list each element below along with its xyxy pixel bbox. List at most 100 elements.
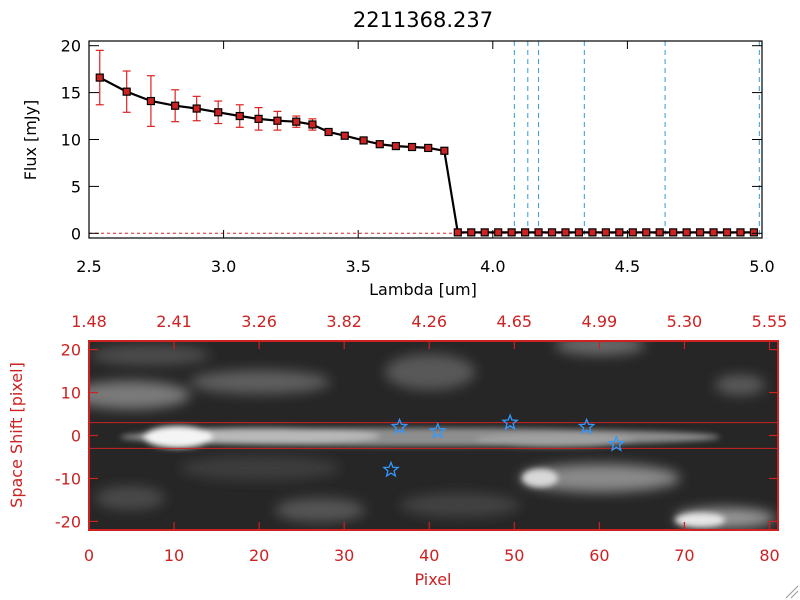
x-tick-label: 60 xyxy=(589,546,609,565)
flux-point xyxy=(391,141,400,151)
x-tick-label: 20 xyxy=(249,546,269,565)
top-xlabel: Lambda [um] xyxy=(369,280,477,299)
top-ylabel: Flux [mJy] xyxy=(21,100,40,181)
flux-point xyxy=(235,111,244,121)
y-tick-label: 20 xyxy=(61,341,81,360)
y-tick-label: 10 xyxy=(61,384,81,403)
x-tick-label: 3.5 xyxy=(345,257,370,276)
star-marker xyxy=(577,417,596,435)
star-marker xyxy=(501,413,519,431)
x-tick-label: 50 xyxy=(504,546,524,565)
y-tick-label: -10 xyxy=(55,469,81,488)
flux-point xyxy=(628,228,637,237)
flux-point xyxy=(359,136,368,145)
x-tick-label: 3.0 xyxy=(211,257,236,276)
star-marker xyxy=(607,434,626,452)
top-x-tick-label: 4.26 xyxy=(411,312,447,331)
star-marker xyxy=(382,460,400,478)
resize-grip[interactable] xyxy=(785,585,799,599)
x-tick-label: 80 xyxy=(759,546,779,565)
flux-point xyxy=(340,131,349,140)
top-plot-frame xyxy=(88,40,763,239)
flux-point xyxy=(642,228,651,237)
flux-point xyxy=(574,228,584,237)
flux-point xyxy=(440,146,449,155)
bottom-axis-ticks: 0 1.48 10 2.41 20 3.26 30 3.82 40 4.26 50 4.65 60 4.9… xyxy=(55,312,787,565)
y-tick-label: 5 xyxy=(71,177,81,196)
y-tick-label: 20 xyxy=(61,37,81,56)
flux-point xyxy=(467,228,476,237)
flux-point xyxy=(655,228,664,237)
spectrum-image xyxy=(89,341,778,530)
top-x-tick-label: 1.48 xyxy=(71,312,107,331)
y-tick-label: 0 xyxy=(71,427,81,446)
top-reference-lines xyxy=(89,41,762,238)
flux-point xyxy=(695,228,705,237)
top-axis-ticks: 2.5 3.0 3.5 4.0 4.5 5.0 0 5 10 15 20 xyxy=(61,37,775,276)
flux-point xyxy=(736,228,745,237)
x-tick-label: 0 xyxy=(84,546,94,565)
flux-point xyxy=(192,104,201,113)
flux-point xyxy=(214,108,223,117)
flux-point xyxy=(547,228,557,237)
flux-point xyxy=(308,120,317,129)
flux-point xyxy=(95,73,104,82)
bottom-xlabel: Pixel xyxy=(414,570,451,589)
flux-point xyxy=(122,87,131,96)
flux-line xyxy=(99,76,754,234)
top-x-tick-label: 4.65 xyxy=(496,312,532,331)
x-tick-label: 70 xyxy=(674,546,694,565)
flux-point xyxy=(507,228,516,237)
x-tick-label: 40 xyxy=(419,546,439,565)
spectrum-panel: 2211368.237 Lambda [um] Flux [mJy] 2.5 3.… xyxy=(21,8,775,299)
chart-title: 2211368.237 xyxy=(353,8,493,32)
x-tick-label: 10 xyxy=(164,546,184,565)
flux-point xyxy=(273,116,282,125)
flux-point xyxy=(324,127,333,137)
x-tick-label: 4.0 xyxy=(480,257,505,276)
flux-point xyxy=(146,96,156,106)
flux-point xyxy=(615,228,624,237)
flux-point xyxy=(407,142,417,152)
flux-markers xyxy=(95,73,759,237)
x-tick-label: 30 xyxy=(334,546,354,565)
star-markers xyxy=(382,413,626,478)
flux-point xyxy=(669,228,678,237)
flux-point xyxy=(722,228,732,237)
flux-point xyxy=(601,228,610,237)
flux-point xyxy=(534,228,543,237)
top-x-tick-label: 3.82 xyxy=(326,312,362,331)
flux-point xyxy=(292,117,301,126)
flux-point xyxy=(424,143,433,153)
flux-point xyxy=(254,114,263,123)
bottom-ylabel: Space Shift [pixel] xyxy=(7,362,26,508)
top-x-tick-label: 5.30 xyxy=(667,312,703,331)
flux-point xyxy=(480,228,489,237)
flux-point xyxy=(453,228,462,237)
x-tick-label: 2.5 xyxy=(76,257,101,276)
flux-point xyxy=(171,101,180,110)
top-x-tick-label: 5.55 xyxy=(752,312,788,331)
image-panel: 0 1.48 10 2.41 20 3.26 30 3.82 40 4.26 50 4.65 60 4.9… xyxy=(7,312,787,589)
x-tick-label: 5.0 xyxy=(749,257,774,276)
y-tick-label: 0 xyxy=(71,224,81,243)
top-x-tick-label: 3.26 xyxy=(241,312,277,331)
flux-point xyxy=(682,228,691,237)
flux-point xyxy=(521,228,530,237)
bottom-extraction-lines xyxy=(89,422,778,449)
top-x-tick-label: 4.99 xyxy=(582,312,618,331)
y-tick-label: 15 xyxy=(61,84,81,103)
flux-point xyxy=(588,228,597,237)
flux-point xyxy=(709,228,718,237)
star-marker xyxy=(428,421,447,439)
y-tick-label: 10 xyxy=(61,131,81,150)
flux-point xyxy=(494,228,503,237)
top-x-tick-label: 2.41 xyxy=(156,312,192,331)
flux-point xyxy=(561,228,570,237)
y-tick-label: -20 xyxy=(55,512,81,531)
flux-point xyxy=(375,140,384,149)
flux-point xyxy=(749,228,759,237)
x-tick-label: 4.5 xyxy=(615,257,640,276)
star-marker xyxy=(390,417,409,435)
